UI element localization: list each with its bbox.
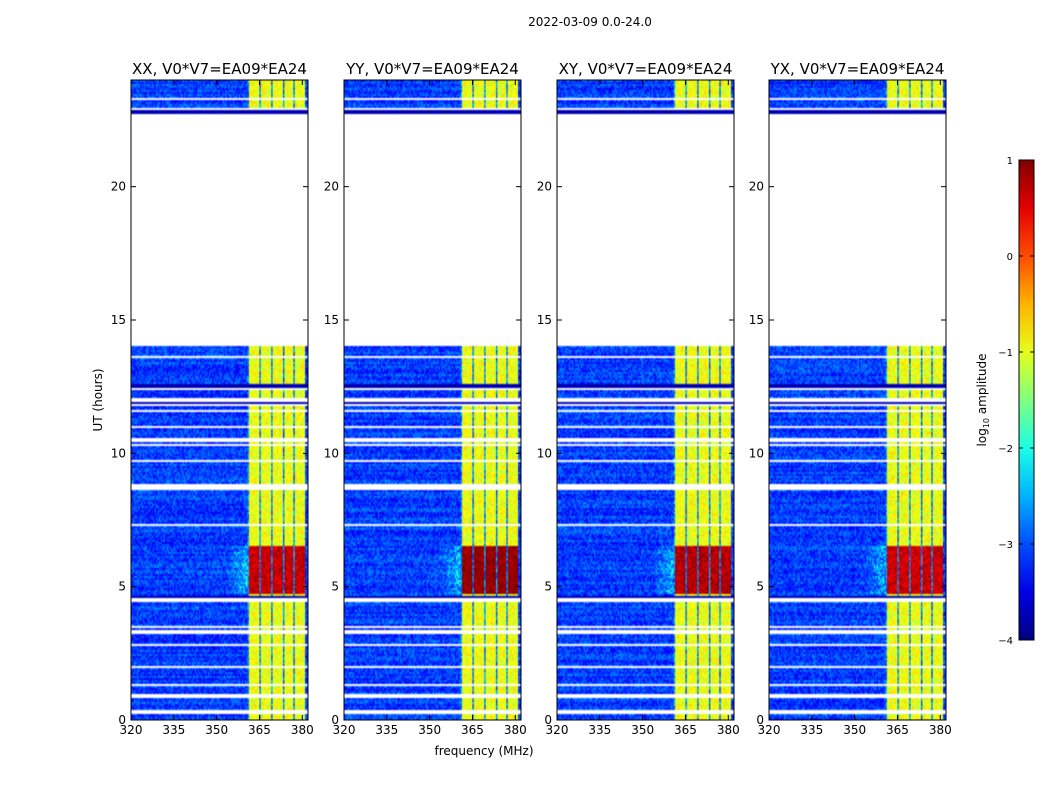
y-tick-label: 5 [544,580,552,594]
x-tick-label: 320 [758,723,781,737]
x-tick-label: 320 [333,723,356,737]
y-tick-label: 0 [756,713,764,727]
y-tick-label: 10 [111,446,126,460]
x-tick-label: 350 [418,723,441,737]
x-tick-label: 350 [205,723,228,737]
y-tick-label: 20 [537,180,552,194]
y-tick-label: 15 [111,313,126,327]
spectrogram-image [557,80,734,720]
y-tick-label: 5 [118,580,126,594]
x-tick-label: 335 [800,723,823,737]
colorbar-tick-label: 1 [1007,156,1013,167]
x-tick-label: 380 [291,723,314,737]
y-tick-label: 10 [324,446,339,460]
y-tick-label: 0 [331,713,339,727]
y-tick-label: 5 [756,580,764,594]
y-tick-label: 5 [331,580,339,594]
x-tick-label: 365 [248,723,271,737]
x-axis-label: frequency (MHz) [434,744,533,758]
colorbar-label: log10 amplitude [975,354,991,447]
panels-group: XX, V0*V7=EA09*EA24 320 335 350 365 380 0 5 10 15… [111,60,952,737]
x-tick-label: 380 [929,723,952,737]
panel-frame [768,79,947,721]
colorbar-label-log: log [975,428,989,446]
spectrogram-image [769,80,946,720]
y-tick-label: 20 [324,180,339,194]
colorbar-label-rest: amplitude [975,354,989,418]
x-tick-label: 320 [120,723,143,737]
y-tick-label: 0 [544,713,552,727]
panel-frame [343,79,522,721]
x-tick-label: 380 [504,723,527,737]
panel-frame [556,79,735,721]
x-tick-label: 335 [588,723,611,737]
panel-frame [130,79,309,721]
y-tick-label: 15 [749,313,764,327]
y-tick-label: 10 [537,446,552,460]
colorbar-tick-label: −3 [998,540,1013,551]
panel-title: YY, V0*V7=EA09*EA24 [345,60,519,78]
x-tick-label: 320 [546,723,569,737]
colorbar-tick-label: −4 [998,636,1013,647]
colorbar-tick-label: 0 [1007,252,1013,263]
y-tick-label: 20 [111,180,126,194]
colorbar-tick-label: −2 [998,444,1013,455]
colorbar-gradient [1018,159,1035,641]
x-tick-label: 350 [843,723,866,737]
x-tick-label: 380 [717,723,740,737]
y-axis-label: UT (hours) [91,368,105,431]
spectrogram-image [344,80,521,720]
x-tick-label: 350 [631,723,654,737]
panel-title: XY, V0*V7=EA09*EA24 [559,60,733,78]
colorbar-label-sub: 10 [982,418,991,428]
spectrogram-image [131,80,308,720]
x-tick-label: 365 [461,723,484,737]
y-tick-label: 15 [324,313,339,327]
x-tick-label: 335 [162,723,185,737]
figure-title: 2022-03-09 0.0-24.0 [528,15,652,29]
colorbar-tick-label: −1 [998,348,1013,359]
y-tick-label: 15 [537,313,552,327]
y-tick-label: 0 [118,713,126,727]
y-tick-label: 10 [749,446,764,460]
panel-title: YX, V0*V7=EA09*EA24 [770,60,945,78]
x-tick-label: 365 [886,723,909,737]
panel-title: XX, V0*V7=EA09*EA24 [132,60,307,78]
x-tick-label: 335 [375,723,398,737]
x-tick-label: 365 [674,723,697,737]
y-tick-label: 20 [749,180,764,194]
